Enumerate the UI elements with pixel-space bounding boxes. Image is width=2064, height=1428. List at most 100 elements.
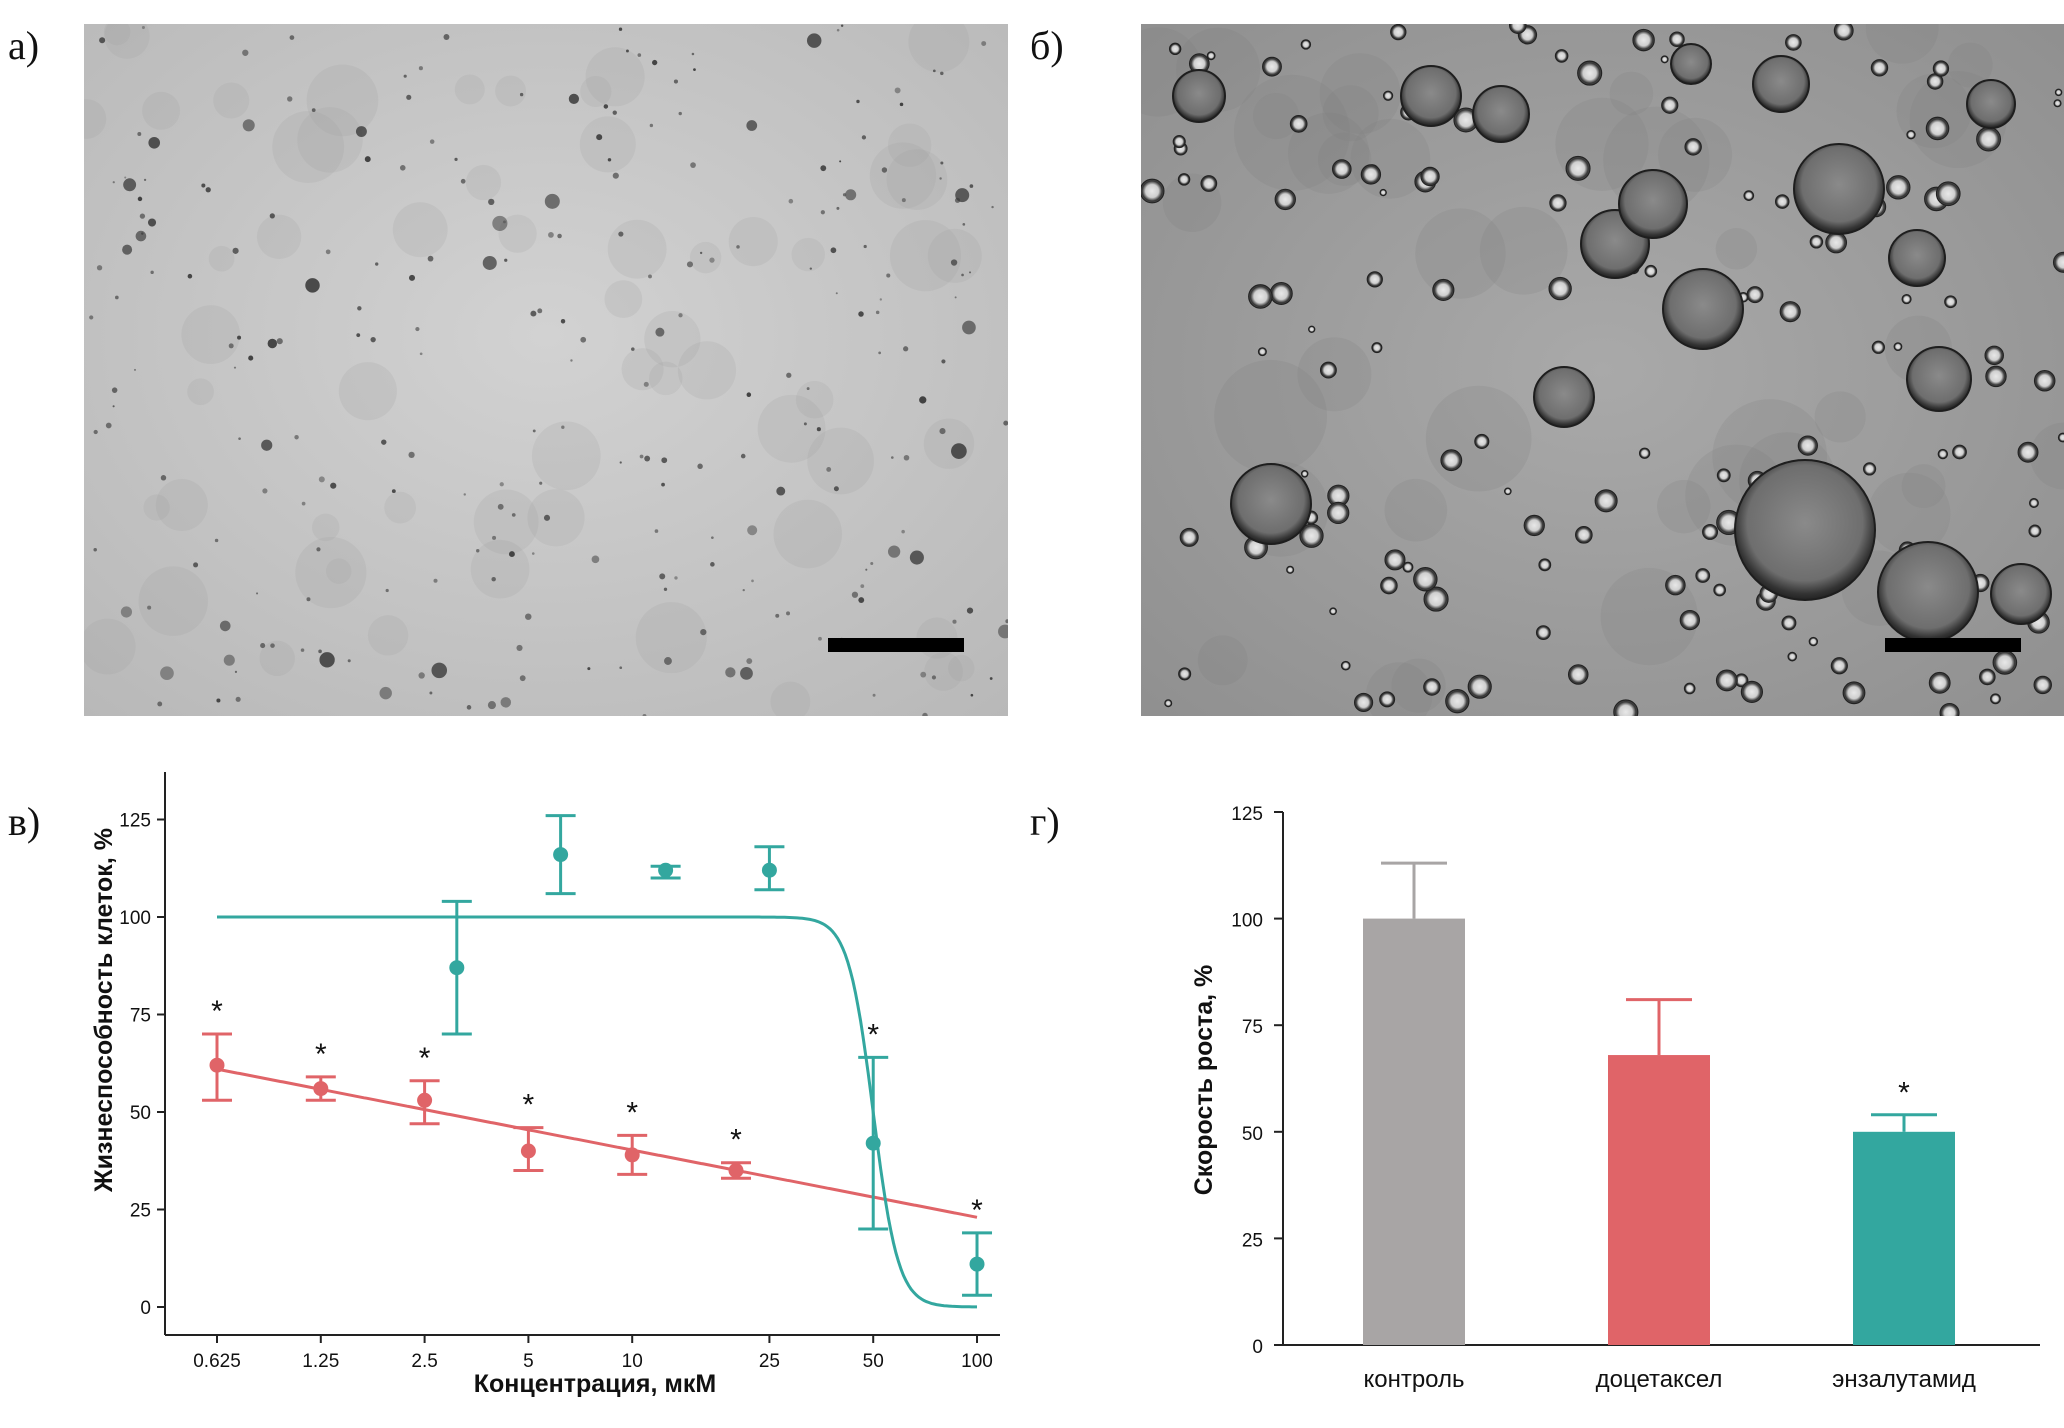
blur-spot [579, 116, 636, 173]
cell-particle [580, 336, 587, 343]
viability-chart-axes: 0 25 50 75 100 125 0.625 1.25 2.5 5 10 25 50 100 [119, 772, 1000, 1372]
cell-particle [861, 135, 867, 140]
small-cell [1390, 24, 1407, 41]
blur-spot [531, 421, 601, 491]
blur-spot [138, 566, 209, 636]
y-tick-label: 25 [130, 1201, 151, 1222]
cell-particle [139, 213, 146, 219]
small-cell [1423, 586, 1449, 612]
cell-particle [488, 198, 495, 206]
cell-particle [644, 455, 651, 462]
blur-spot [297, 107, 363, 173]
small-cell [1613, 699, 1639, 716]
cell-particle [612, 172, 619, 179]
cell-particle [301, 501, 306, 506]
cell-particle [747, 525, 758, 536]
small-cell [1257, 347, 1267, 357]
small-cell [1423, 678, 1441, 696]
organoid [1990, 563, 2052, 625]
cell-particle [894, 87, 901, 94]
cell-particle [381, 439, 387, 445]
organoid [1877, 541, 1979, 643]
cell-particle [909, 550, 924, 565]
small-cell [1384, 549, 1406, 571]
cell-particle [112, 181, 115, 184]
x-tick-label: 25 [759, 1351, 780, 1372]
small-cell [1638, 447, 1651, 459]
blur-spot [635, 602, 707, 674]
blur-spot [1391, 658, 1446, 713]
blur-spot [104, 24, 150, 59]
cell-particle [981, 41, 987, 47]
blur-spot [1868, 472, 1951, 555]
blur-spot [143, 494, 170, 521]
small-cell [1360, 164, 1382, 185]
blur-spot [187, 378, 214, 406]
panel-label-g: г) [1030, 799, 1060, 844]
small-cell [1713, 583, 1727, 597]
cell-particle [659, 573, 666, 580]
cell-particle [443, 34, 450, 40]
cell-particle [504, 258, 508, 262]
data-point [449, 960, 465, 976]
cell-particle [618, 231, 624, 237]
cell-particle [427, 255, 434, 262]
small-cell [1300, 39, 1312, 50]
cell-particle [961, 273, 964, 277]
blur-spot [1319, 53, 1401, 135]
y-tick-label: 125 [119, 811, 151, 832]
cell-particle [419, 352, 423, 356]
small-cell [1715, 669, 1738, 692]
fit-curve-teal [217, 915, 977, 1309]
x-tick-label: 1.25 [302, 1351, 339, 1372]
cell-particle [886, 273, 891, 278]
cell-particle [612, 110, 617, 115]
significance-star: * [315, 1038, 327, 1071]
small-cell [1168, 42, 1182, 56]
small-cell [1984, 345, 2004, 366]
blur-spot [644, 311, 701, 368]
cell-particle [242, 119, 255, 132]
small-cell [1842, 681, 1866, 705]
cell-particle [561, 425, 565, 429]
small-cell [1420, 166, 1440, 187]
cell-particle [932, 69, 936, 73]
organoid [1533, 366, 1595, 428]
cell-particle [160, 475, 167, 481]
cell-particle [940, 161, 944, 165]
cell-particle [664, 657, 672, 665]
cell-particle [262, 488, 268, 494]
small-cell [1937, 448, 1949, 460]
cell-particle [786, 372, 792, 378]
small-cell [1327, 501, 1350, 525]
cell-particle [711, 536, 714, 540]
cell-particle [626, 49, 629, 53]
small-cell [1286, 565, 1295, 574]
small-cell [1164, 699, 1173, 708]
significance-star: * [971, 1194, 983, 1227]
organoid [1734, 459, 1876, 601]
micrograph-a [84, 24, 1008, 716]
blur-spot [1479, 206, 1568, 295]
cell-particle [833, 486, 839, 492]
growth-chart-marks: контроль доцетаксел энзалутамид * [1363, 861, 1976, 1393]
small-cell [1906, 129, 1916, 140]
cell-particle [508, 551, 515, 558]
viability-chart-fit-curves [216, 915, 978, 1309]
cell-particle [710, 562, 715, 567]
blur-spot [580, 75, 612, 108]
cell-particle [678, 313, 683, 318]
cell-particle [96, 265, 103, 271]
data-point [624, 1147, 640, 1163]
blur-spot [142, 91, 181, 130]
small-cell [2054, 88, 2063, 97]
blur-spot [311, 513, 340, 542]
cell-particle [99, 37, 106, 44]
small-cell [2028, 498, 2039, 508]
cell-particle [497, 503, 504, 510]
cell-particle [120, 606, 133, 618]
blur-spot [807, 427, 875, 495]
cell-particle [673, 79, 679, 84]
blur-spot [927, 228, 982, 283]
small-cell [1870, 59, 1889, 77]
